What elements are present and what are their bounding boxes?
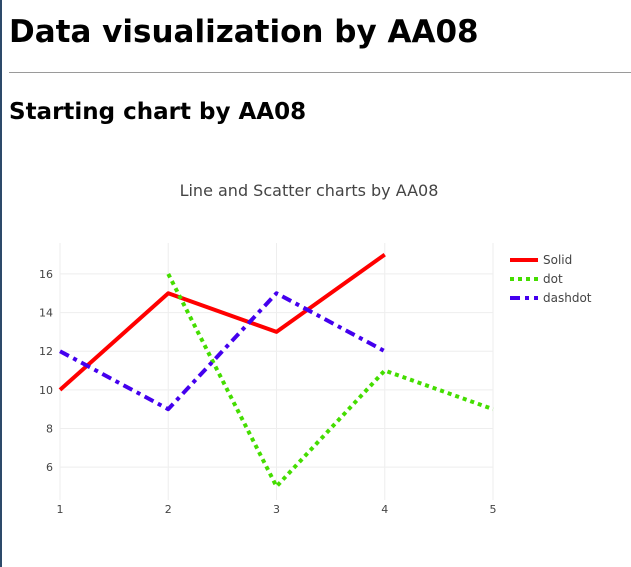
x-tick-label: 2 [165, 503, 172, 516]
y-gridlines [60, 273, 493, 468]
divider [9, 72, 631, 73]
x-tick-label: 1 [57, 503, 64, 516]
y-tick-label: 8 [46, 423, 53, 436]
series-line-dot [166, 273, 494, 489]
legend-label: dashdot [543, 291, 592, 305]
y-tick-label: 6 [46, 461, 53, 474]
legend-item-dot[interactable]: dot [510, 272, 563, 286]
y-tick-label: 14 [39, 307, 53, 320]
section-title: Starting chart by AA08 [9, 99, 307, 125]
x-tick-label: 5 [490, 503, 497, 516]
x-tick-label: 3 [273, 503, 280, 516]
y-tick-labels: 6 8 10 12 14 16 [39, 268, 53, 474]
x-tick-labels: 1 2 3 4 5 [57, 503, 497, 516]
y-tick-label: 16 [39, 268, 53, 281]
y-tick-label: 10 [39, 384, 53, 397]
legend-label: dot [543, 272, 563, 286]
chart-title: Line and Scatter charts by AA08 [180, 181, 439, 200]
legend-item-solid[interactable]: Solid [510, 253, 572, 267]
series-lines [58, 252, 494, 489]
legend-item-dashdot[interactable]: dashdot [510, 291, 592, 305]
page-title: Data visualization by AA08 [9, 14, 479, 50]
left-border [0, 0, 2, 567]
series-line-dashdot [59, 291, 386, 412]
y-tick-label: 12 [39, 345, 53, 358]
x-gridlines [59, 243, 494, 500]
series-line-solid [58, 252, 386, 392]
legend[interactable]: Solid dot dashdot [510, 253, 592, 305]
legend-label: Solid [543, 253, 572, 267]
x-tick-label: 4 [381, 503, 388, 516]
